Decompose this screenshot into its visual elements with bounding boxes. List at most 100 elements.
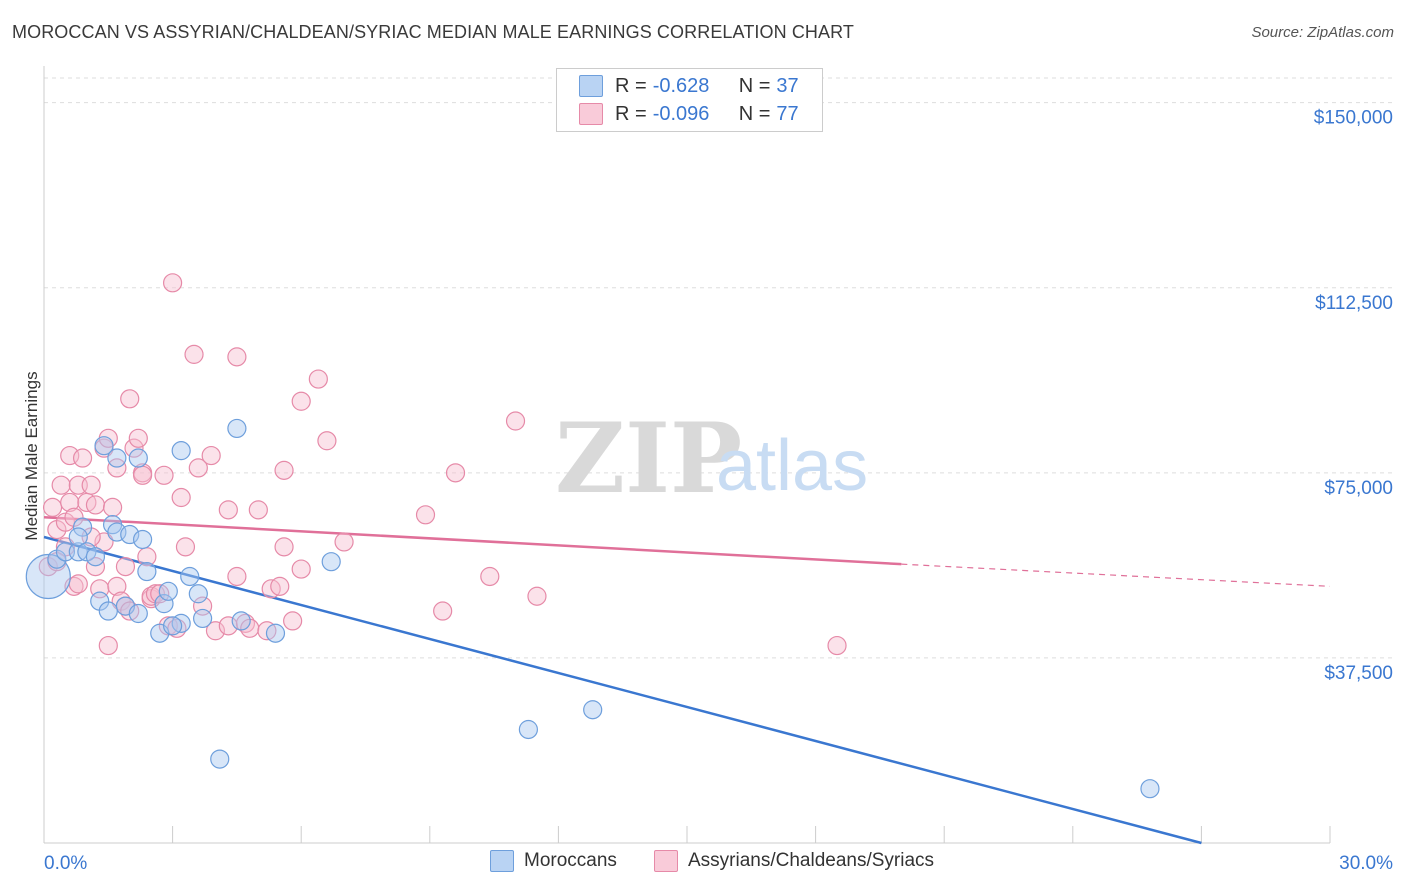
point-assyrian bbox=[132, 465, 153, 485]
y-tick-label: $150,000 bbox=[1314, 108, 1393, 129]
bottom-legend-swatch-blue bbox=[490, 850, 514, 872]
trend-lines bbox=[43, 516, 1331, 845]
legend-n-value: 77 bbox=[776, 102, 799, 125]
point-moroccan bbox=[94, 436, 114, 456]
trend-line-assyrians-extension bbox=[901, 563, 1331, 587]
point-assyrian bbox=[274, 537, 294, 557]
point-assyrian bbox=[218, 500, 238, 520]
point-assyrian bbox=[248, 500, 268, 520]
grid-lines bbox=[44, 77, 1394, 659]
point-assyrian bbox=[527, 586, 547, 606]
chart-title: MOROCCAN VS ASSYRIAN/CHALDEAN/SYRIAC MED… bbox=[12, 22, 854, 42]
point-moroccan bbox=[132, 529, 153, 550]
point-assyrian bbox=[283, 611, 303, 631]
point-assyrian bbox=[433, 601, 453, 621]
legend-swatch-pink bbox=[579, 103, 603, 125]
point-assyrian bbox=[184, 344, 204, 364]
trend-line-moroccans bbox=[43, 535, 1202, 845]
point-assyrian bbox=[154, 465, 174, 485]
point-assyrian bbox=[270, 576, 290, 596]
point-assyrian bbox=[128, 428, 148, 448]
point-moroccan bbox=[1140, 779, 1160, 799]
point-assyrian bbox=[415, 505, 436, 525]
point-moroccan bbox=[120, 524, 140, 545]
data-points bbox=[25, 273, 1160, 799]
point-assyrian bbox=[171, 487, 191, 508]
y-tick-label: $75,000 bbox=[1324, 478, 1393, 499]
point-assyrian bbox=[445, 463, 466, 483]
correlation-legend: R = -0.628 N = 37 R = -0.096 N = 77 bbox=[556, 68, 823, 132]
legend-n-label: N = bbox=[738, 102, 771, 125]
bottom-legend-moroccans: Moroccans bbox=[490, 850, 617, 872]
point-moroccan bbox=[128, 603, 148, 624]
point-assyrian bbox=[85, 495, 106, 515]
point-moroccan bbox=[231, 611, 251, 631]
legend-swatch-blue bbox=[579, 75, 603, 97]
legend-n-label: N = bbox=[738, 74, 771, 97]
bottom-legend-label-moroccans: Moroccans bbox=[524, 850, 617, 871]
point-moroccan bbox=[128, 448, 148, 468]
axes bbox=[43, 66, 1331, 844]
point-assyrian bbox=[227, 566, 247, 587]
point-moroccan bbox=[98, 601, 118, 621]
point-assyrian bbox=[107, 576, 127, 596]
point-assyrian bbox=[81, 475, 101, 495]
point-moroccan bbox=[85, 547, 106, 567]
y-tick-label: $112,500 bbox=[1315, 293, 1393, 314]
point-assyrian bbox=[94, 532, 114, 552]
legend-row-moroccans: R = -0.628 N = 37 bbox=[579, 74, 799, 98]
point-assyrian bbox=[98, 635, 118, 656]
point-moroccan bbox=[25, 553, 71, 600]
point-moroccan bbox=[137, 561, 157, 582]
watermark-atlas: atlas bbox=[716, 426, 868, 506]
source-label: Source: ZipAtlas.com bbox=[1251, 24, 1394, 41]
point-assyrian bbox=[205, 621, 226, 641]
point-moroccan bbox=[321, 552, 341, 572]
point-moroccan bbox=[193, 608, 213, 629]
y-tick-label: $37,500 bbox=[1324, 663, 1393, 684]
legend-r-label: R = bbox=[615, 74, 647, 97]
point-moroccan bbox=[265, 623, 286, 643]
point-assyrian bbox=[274, 460, 294, 480]
point-assyrian bbox=[42, 497, 63, 517]
point-moroccan bbox=[180, 566, 200, 587]
point-assyrian bbox=[120, 389, 140, 409]
point-assyrian bbox=[163, 273, 183, 293]
point-assyrian bbox=[72, 448, 93, 468]
trend-line-assyrians bbox=[43, 516, 902, 566]
point-assyrian bbox=[107, 458, 127, 478]
point-moroccan bbox=[154, 594, 174, 614]
point-assyrian bbox=[68, 574, 88, 594]
watermark-zip: ZIP bbox=[555, 402, 742, 515]
point-assyrian bbox=[51, 475, 71, 495]
point-assyrian bbox=[334, 532, 354, 552]
point-assyrian bbox=[480, 566, 500, 587]
point-assyrian bbox=[85, 557, 106, 577]
tick-labels: $37,500 $75,000 $112,500 $150,000 0.0% 30.0% bbox=[44, 108, 1393, 874]
point-assyrian bbox=[115, 557, 136, 577]
point-moroccan bbox=[68, 527, 88, 547]
point-assyrian bbox=[291, 559, 311, 579]
point-assyrian bbox=[124, 438, 144, 458]
point-moroccan bbox=[210, 749, 230, 769]
point-assyrian bbox=[308, 369, 328, 389]
point-assyrian bbox=[188, 458, 208, 478]
legend-r-label: R = bbox=[615, 102, 647, 125]
x-tick-label: 0.0% bbox=[44, 853, 87, 874]
point-assyrian bbox=[827, 635, 847, 656]
point-assyrian bbox=[317, 431, 337, 451]
point-moroccan bbox=[158, 581, 178, 601]
point-moroccan bbox=[583, 700, 603, 720]
point-assyrian bbox=[60, 492, 80, 513]
x-tick-label: 30.0% bbox=[1339, 853, 1393, 874]
point-moroccan bbox=[72, 517, 93, 537]
legend-n-value: 37 bbox=[776, 74, 799, 97]
point-assyrian bbox=[175, 537, 196, 557]
point-moroccan bbox=[227, 418, 247, 439]
point-assyrian bbox=[201, 445, 221, 466]
legend-row-assyrians: R = -0.096 N = 77 bbox=[579, 102, 799, 126]
point-moroccan bbox=[171, 441, 191, 461]
point-assyrian bbox=[505, 411, 526, 431]
point-assyrian bbox=[227, 347, 247, 367]
